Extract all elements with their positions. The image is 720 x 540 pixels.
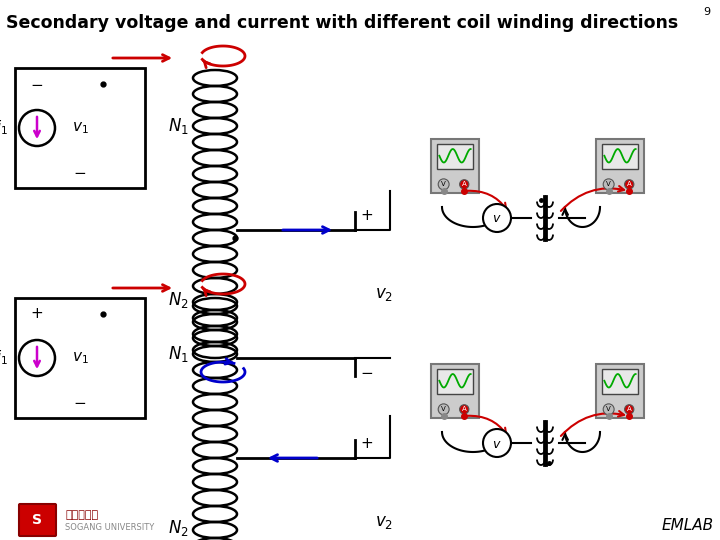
Bar <box>15 68 145 188</box>
Text: Secondary voltage and current with different coil winding directions: Secondary voltage and current with diffe… <box>6 14 678 32</box>
Text: V: V <box>606 406 611 413</box>
Bar <box>603 369 638 394</box>
FancyBboxPatch shape <box>19 504 56 536</box>
Text: $v_1$: $v_1$ <box>71 120 89 136</box>
Text: A: A <box>627 406 631 413</box>
Text: $+$: $+$ <box>360 436 373 451</box>
Text: $-$: $-$ <box>360 364 373 380</box>
Text: V: V <box>441 406 446 413</box>
Circle shape <box>438 404 449 415</box>
Bar <box>431 364 480 418</box>
Circle shape <box>603 404 614 415</box>
Text: A: A <box>462 181 467 187</box>
Text: S: S <box>32 513 42 527</box>
Text: $v_1$: $v_1$ <box>71 350 89 366</box>
Text: V: V <box>606 181 611 187</box>
Circle shape <box>19 340 55 376</box>
Text: SOGANG UNIVERSITY: SOGANG UNIVERSITY <box>65 523 154 531</box>
Text: $-$: $-$ <box>73 164 86 179</box>
Bar <box>437 369 472 394</box>
Bar <box>437 144 472 169</box>
Text: $-$: $-$ <box>30 77 44 91</box>
Text: $N_2$: $N_2$ <box>168 518 189 538</box>
Circle shape <box>438 179 449 190</box>
Circle shape <box>459 180 469 189</box>
Text: $v$: $v$ <box>492 437 502 450</box>
Circle shape <box>625 180 634 189</box>
Bar <box>603 144 638 169</box>
Text: 서강대학교: 서강대학교 <box>65 510 98 520</box>
Text: $N_1$: $N_1$ <box>168 116 189 136</box>
Circle shape <box>19 110 55 146</box>
Text: $i_1$: $i_1$ <box>0 349 8 367</box>
Circle shape <box>483 429 511 457</box>
Bar <box>431 139 480 193</box>
Circle shape <box>459 404 469 414</box>
Bar <box>595 364 644 418</box>
Text: EMLAB: EMLAB <box>662 518 714 533</box>
Text: A: A <box>462 406 467 413</box>
Circle shape <box>625 404 634 414</box>
Text: V: V <box>441 181 446 187</box>
Text: $v$: $v$ <box>492 213 502 226</box>
Circle shape <box>483 204 511 232</box>
Circle shape <box>603 179 614 190</box>
Text: $v_2$: $v_2$ <box>375 285 393 303</box>
Text: A: A <box>627 181 631 187</box>
Bar <box>15 298 145 418</box>
Text: $v_2$: $v_2$ <box>375 513 393 531</box>
Text: $-$: $-$ <box>73 394 86 408</box>
Text: $N_2$: $N_2$ <box>168 291 189 310</box>
Text: 9: 9 <box>703 7 710 17</box>
Text: $N_1$: $N_1$ <box>168 344 189 364</box>
Bar <box>595 139 644 193</box>
Text: $i_1$: $i_1$ <box>0 119 8 137</box>
Text: $+$: $+$ <box>360 208 373 224</box>
Text: $+$: $+$ <box>30 307 44 321</box>
